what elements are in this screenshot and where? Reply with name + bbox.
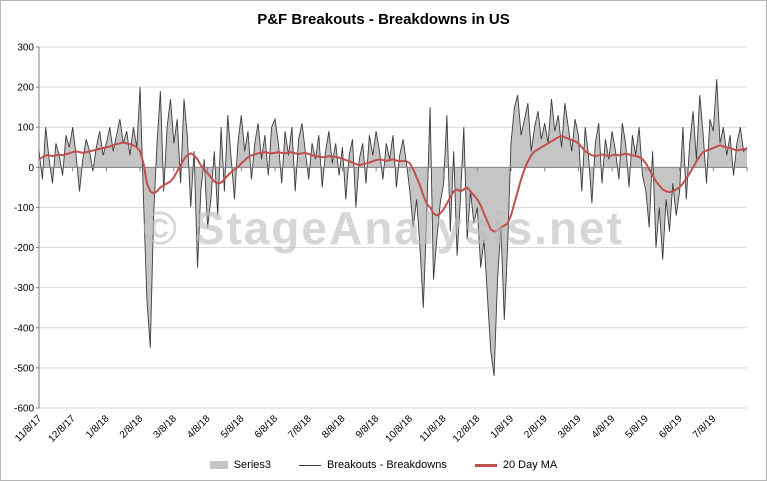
svg-text:300: 300 <box>17 43 34 54</box>
svg-text:-200: -200 <box>14 243 34 254</box>
svg-text:9/8/18: 9/8/18 <box>354 413 382 441</box>
line-swatch-icon <box>299 464 322 466</box>
legend-item-series3: Series3 <box>209 459 272 471</box>
legend-item-breakouts-breakdowns: Breakouts - Breakdowns <box>299 459 447 471</box>
svg-text:-600: -600 <box>14 404 34 415</box>
svg-text:8/8/18: 8/8/18 <box>320 413 348 441</box>
svg-text:12/8/17: 12/8/17 <box>46 413 78 445</box>
x-axis-labels: 11/8/17 12/8/17 1/8/18 2/8/18 3/8/18 4/8/18 5/… <box>13 413 718 445</box>
area-swatch-icon <box>209 461 228 469</box>
area-series <box>39 79 747 376</box>
y-axis-labels: 300 200 100 0 -100 -200 -300 -400 -500 -600 <box>14 43 34 415</box>
chart-title: P&F Breakouts - Breakdowns in US <box>257 11 510 28</box>
svg-text:12/8/18: 12/8/18 <box>451 413 483 445</box>
svg-text:4/8/18: 4/8/18 <box>185 413 213 441</box>
svg-text:-400: -400 <box>14 323 34 334</box>
svg-text:4/8/19: 4/8/19 <box>590 413 618 441</box>
legend-item-20-day-ma: 20 Day MA <box>474 459 558 471</box>
svg-text:3/8/19: 3/8/19 <box>556 413 584 441</box>
svg-text:2/8/18: 2/8/18 <box>118 413 146 441</box>
svg-text:6/8/18: 6/8/18 <box>253 413 281 441</box>
legend-label-breakouts-breakdowns: Breakouts - Breakdowns <box>327 459 447 471</box>
legend-label-series3: Series3 <box>233 459 272 471</box>
svg-text:-100: -100 <box>14 203 34 214</box>
svg-text:-300: -300 <box>14 283 34 294</box>
legend-label-20-day-ma: 20 Day MA <box>502 459 558 471</box>
breakouts-breakdowns-line <box>38 79 748 376</box>
zero-axis <box>38 166 748 172</box>
svg-text:11/8/18: 11/8/18 <box>418 413 449 444</box>
svg-text:1/8/18: 1/8/18 <box>84 413 112 441</box>
ma-line-swatch-icon <box>474 463 497 467</box>
y-axis <box>36 46 40 409</box>
svg-text:0: 0 <box>28 163 34 174</box>
svg-text:200: 200 <box>17 83 34 94</box>
ma-line <box>38 135 748 233</box>
svg-text:3/8/18: 3/8/18 <box>152 413 180 441</box>
svg-text:11/8/17: 11/8/17 <box>13 413 44 444</box>
svg-text:100: 100 <box>17 123 34 134</box>
svg-text:10/8/18: 10/8/18 <box>384 413 416 445</box>
svg-text:5/8/18: 5/8/18 <box>219 413 247 441</box>
svg-text:2/8/19: 2/8/19 <box>522 413 550 441</box>
svg-text:5/8/19: 5/8/19 <box>624 413 652 441</box>
svg-text:7/8/19: 7/8/19 <box>691 413 719 441</box>
svg-text:1/8/19: 1/8/19 <box>489 413 517 441</box>
svg-text:6/8/19: 6/8/19 <box>657 413 685 441</box>
svg-text:-500: -500 <box>14 363 34 374</box>
chart-legend: Series3 Breakouts - Breakdowns 20 Day MA <box>1 459 766 471</box>
svg-text:7/8/18: 7/8/18 <box>286 413 314 441</box>
